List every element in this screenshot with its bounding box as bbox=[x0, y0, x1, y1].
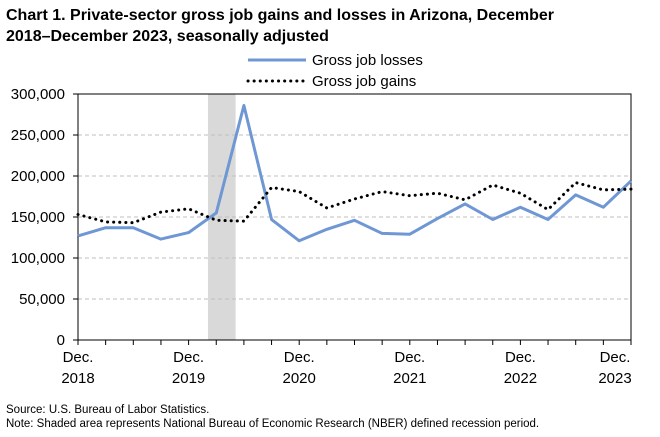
legend-label: Gross job losses bbox=[312, 52, 423, 69]
y-tick-label: 200,000 bbox=[11, 168, 65, 185]
x-tick-label: Dec. bbox=[284, 349, 315, 366]
y-tick-label: 150,000 bbox=[11, 209, 65, 226]
x-tick-label: 2022 bbox=[504, 370, 537, 387]
x-tick-label: 2020 bbox=[283, 370, 316, 387]
y-tick-label: 250,000 bbox=[11, 127, 65, 144]
y-tick-label: 100,000 bbox=[11, 250, 65, 267]
x-tick-label: 2018 bbox=[61, 370, 94, 387]
legend-label: Gross job gains bbox=[312, 73, 416, 90]
y-tick-label: 0 bbox=[57, 332, 65, 349]
recession-note: Note: Shaded area represents National Bu… bbox=[6, 418, 540, 430]
source-note: Source: U.S. Bureau of Labor Statistics. bbox=[6, 404, 210, 416]
x-tick-label: 2023 bbox=[598, 370, 631, 387]
chart-title-line2: 2018–December 2023, seasonally adjusted bbox=[6, 28, 329, 45]
chart-title-line1: Chart 1. Private-sector gross job gains … bbox=[6, 7, 555, 24]
series-line-gross-job-losses bbox=[77, 104, 633, 243]
chart-title: Chart 1. Private-sector gross job gains … bbox=[6, 5, 654, 47]
y-tick-label: 50,000 bbox=[19, 291, 65, 308]
x-tick-label: Dec. bbox=[173, 349, 204, 366]
x-tick-label: 2021 bbox=[393, 370, 426, 387]
series-line-gross-job-gains bbox=[76, 181, 633, 225]
x-tick-label: Dec. bbox=[63, 349, 94, 366]
x-tick-label: Dec. bbox=[505, 349, 536, 366]
x-tick-label: Dec. bbox=[394, 349, 425, 366]
y-tick-label: 300,000 bbox=[11, 86, 65, 103]
x-tick-label: Dec. bbox=[600, 349, 631, 366]
x-tick-label: 2019 bbox=[172, 370, 205, 387]
